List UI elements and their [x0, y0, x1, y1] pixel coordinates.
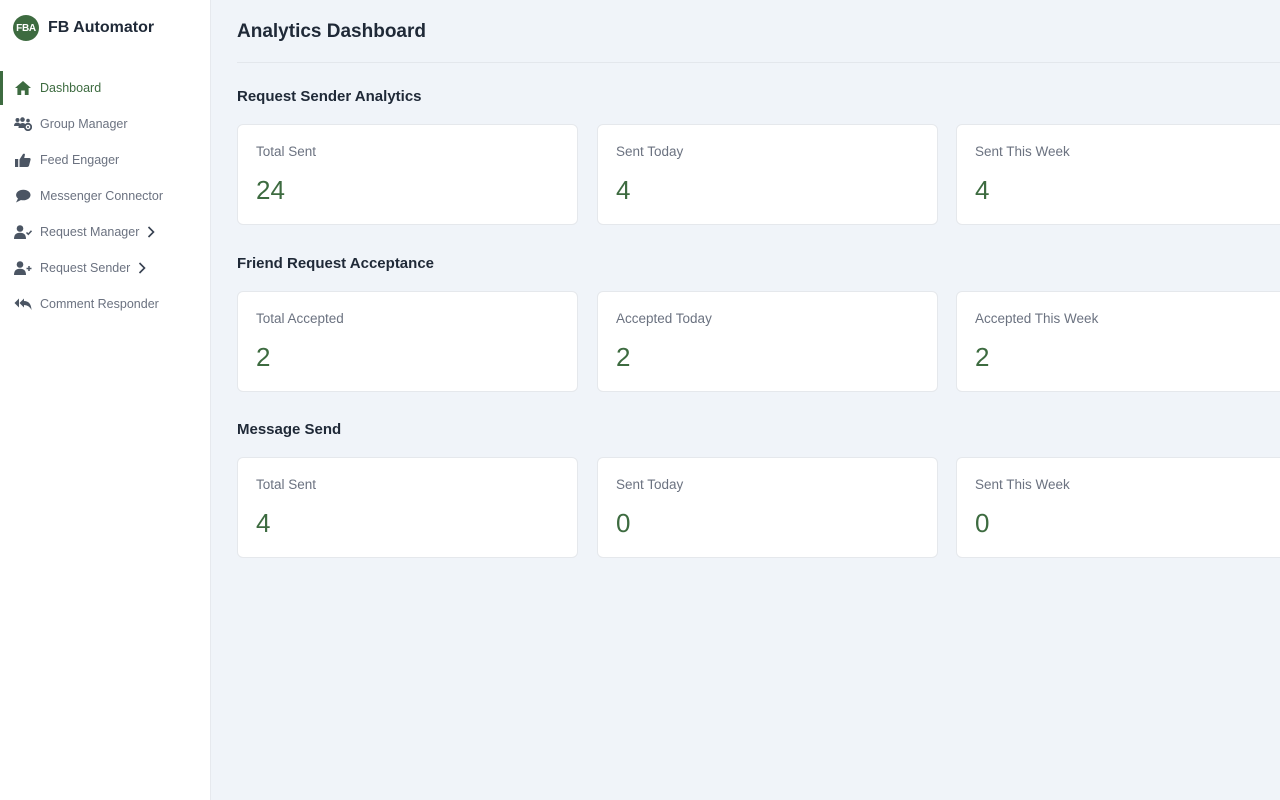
- stat-card: Total Sent 24: [237, 124, 578, 225]
- chat-bubble-icon: [14, 187, 32, 205]
- stat-label: Sent Today: [616, 477, 684, 492]
- sidebar-item-dashboard[interactable]: Dashboard: [0, 70, 210, 106]
- chevron-right-icon: [138, 261, 148, 275]
- main-content: Analytics Dashboard Request Sender Analy…: [211, 0, 1280, 800]
- sidebar-item-label: Feed Engager: [40, 153, 120, 167]
- stat-card: Sent This Week 0: [956, 457, 1280, 558]
- stat-value: 2: [975, 342, 990, 372]
- stat-label: Sent This Week: [975, 144, 1070, 159]
- stat-label: Accepted Today: [616, 311, 712, 326]
- brand-logo: FBA: [13, 15, 39, 41]
- stat-label: Total Sent: [256, 477, 317, 492]
- section-title-request-sender: Request Sender Analytics: [237, 88, 422, 105]
- page-title: Analytics Dashboard: [237, 21, 426, 42]
- stat-value: 4: [975, 175, 990, 205]
- stat-label: Sent Today: [616, 144, 684, 159]
- sidebar-item-label: Group Manager: [40, 117, 128, 131]
- brand-name: FB Automator: [48, 19, 155, 36]
- stat-value: 4: [256, 508, 271, 538]
- sidebar-item-label: Request Sender: [40, 261, 131, 275]
- stat-card: Accepted This Week 2: [956, 291, 1280, 392]
- stat-value: 2: [616, 342, 631, 372]
- sidebar-item-request-manager[interactable]: Request Manager: [0, 214, 210, 250]
- header-divider: [237, 62, 1280, 63]
- stat-label: Accepted This Week: [975, 311, 1099, 326]
- stat-card: Sent Today 4: [597, 124, 938, 225]
- stat-card: Total Sent 4: [237, 457, 578, 558]
- sidebar-nav: Dashboard Group Manager Feed Engager Mes…: [0, 70, 210, 322]
- home-icon: [14, 79, 32, 97]
- stat-value: 4: [616, 175, 631, 205]
- stat-card: Sent This Week 4: [956, 124, 1280, 225]
- sidebar-item-comment-responder[interactable]: Comment Responder: [0, 286, 210, 322]
- sidebar-item-feed-engager[interactable]: Feed Engager: [0, 142, 210, 178]
- sidebar: FBA FB Automator Dashboard Group Manager…: [0, 0, 211, 800]
- stat-value: 0: [616, 508, 631, 538]
- stat-label: Total Sent: [256, 144, 317, 159]
- stat-label: Sent This Week: [975, 477, 1070, 492]
- sidebar-item-label: Messenger Connector: [40, 189, 163, 203]
- sidebar-item-messenger-connector[interactable]: Messenger Connector: [0, 178, 210, 214]
- section-title-message-send: Message Send: [237, 421, 342, 438]
- stat-card: Total Accepted 2: [237, 291, 578, 392]
- chevron-right-icon: [147, 225, 157, 239]
- sidebar-item-label: Request Manager: [40, 225, 140, 239]
- reply-all-icon: [14, 295, 32, 313]
- section-title-friend-request-acceptance: Friend Request Acceptance: [237, 255, 434, 272]
- sidebar-item-request-sender[interactable]: Request Sender: [0, 250, 210, 286]
- stat-value: 2: [256, 342, 271, 372]
- users-gear-icon: [14, 115, 32, 133]
- brand[interactable]: FBA FB Automator: [13, 15, 154, 41]
- thumbs-up-icon: [14, 151, 32, 169]
- stat-card: Sent Today 0: [597, 457, 938, 558]
- sidebar-item-label: Dashboard: [40, 81, 102, 95]
- sidebar-item-label: Comment Responder: [40, 297, 159, 311]
- stat-value: 24: [256, 175, 285, 205]
- stat-card: Accepted Today 2: [597, 291, 938, 392]
- stat-value: 0: [975, 508, 990, 538]
- stat-label: Total Accepted: [256, 311, 344, 326]
- user-plus-icon: [14, 259, 32, 277]
- user-check-icon: [14, 223, 32, 241]
- sidebar-item-group-manager[interactable]: Group Manager: [0, 106, 210, 142]
